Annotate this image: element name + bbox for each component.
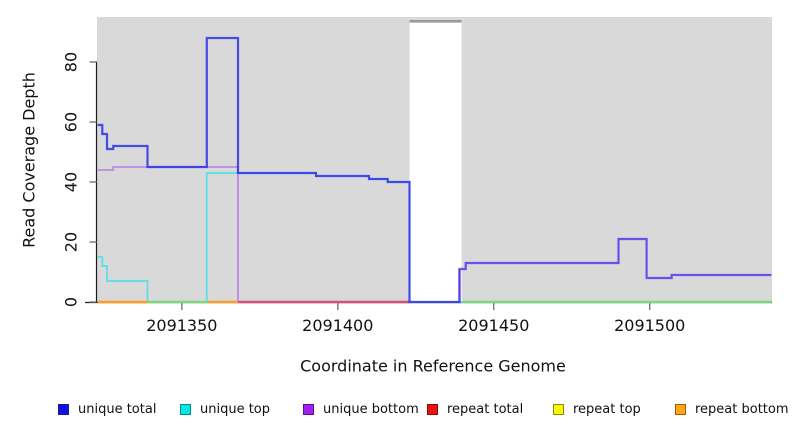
legend-label: repeat total bbox=[447, 401, 524, 417]
legend-item-repeat-bottom: repeat bottom bbox=[675, 399, 789, 419]
y-tick-label: 80 bbox=[62, 52, 81, 72]
legend-item-repeat-top: repeat top bbox=[553, 399, 641, 419]
legend: unique total unique top unique bottom repea… bbox=[0, 399, 792, 421]
x-tick-label: 2091350 bbox=[146, 316, 217, 335]
legend-label: repeat bottom bbox=[695, 401, 789, 417]
x-axis-title: Coordinate in Reference Genome bbox=[300, 356, 566, 376]
legend-swatch-icon bbox=[303, 403, 314, 415]
y-axis-title: Read Coverage Depth bbox=[19, 72, 39, 248]
no-data-gap bbox=[409, 20, 462, 303]
legend-item-unique-bottom: unique bottom bbox=[303, 399, 419, 419]
legend-label: unique bottom bbox=[323, 401, 419, 417]
legend-swatch-icon bbox=[58, 403, 69, 415]
legend-swatch-icon bbox=[427, 403, 438, 415]
y-tick-label: 0 bbox=[62, 297, 81, 307]
legend-label: unique total bbox=[78, 401, 157, 417]
y-tick-label: 40 bbox=[62, 172, 81, 192]
coverage-chart: 2091350 2091400 2091450 2091500 0 20 40 60 80 bbox=[62, 17, 772, 335]
series-unique-total bbox=[97, 36, 461, 304]
legend-item-unique-top: unique top bbox=[180, 399, 270, 419]
legend-swatch-icon bbox=[180, 403, 191, 415]
y-tick-label: 60 bbox=[62, 112, 81, 132]
x-tick-label: 2091500 bbox=[614, 316, 685, 335]
x-tick-label: 2091400 bbox=[302, 316, 373, 335]
legend-label: repeat top bbox=[573, 401, 641, 417]
legend-swatch-icon bbox=[675, 403, 686, 415]
legend-swatch-icon bbox=[553, 403, 564, 415]
x-tick-label: 2091450 bbox=[458, 316, 529, 335]
legend-item-repeat-total: repeat total bbox=[427, 399, 523, 419]
series-unique-total bbox=[458, 237, 772, 302]
legend-label: unique top bbox=[200, 401, 271, 417]
legend-item-unique-total: unique total bbox=[58, 399, 156, 419]
y-tick-label: 20 bbox=[62, 232, 81, 252]
